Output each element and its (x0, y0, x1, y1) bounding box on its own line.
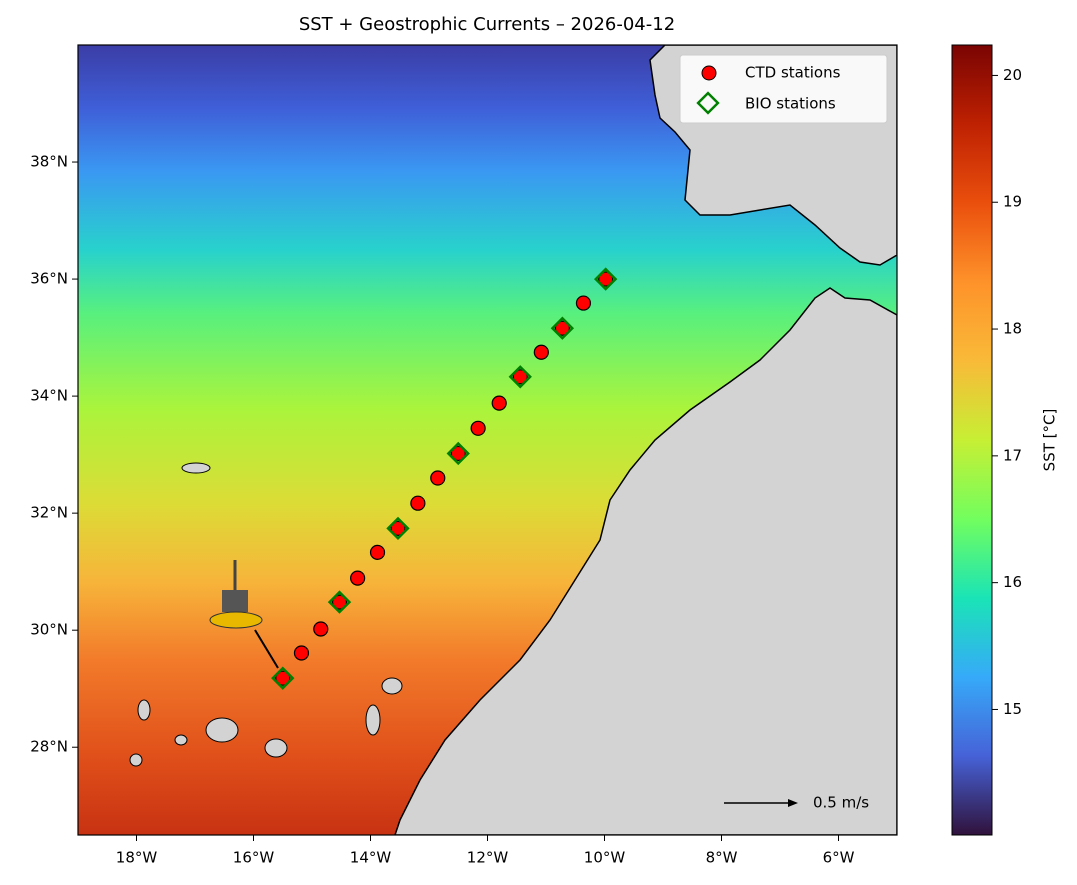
ctd-station (533, 344, 549, 360)
x-tick-label: 14°W (350, 849, 392, 867)
x-tick-label: 10°W (584, 849, 626, 867)
ctd-station (598, 271, 614, 287)
x-tick-label: 8°W (706, 849, 738, 867)
y-tick-label: 36°N (30, 270, 68, 288)
ctd-station (293, 645, 310, 661)
y-tick-label: 28°N (30, 738, 68, 756)
x-tick-label: 6°W (823, 849, 855, 867)
ctd-station (390, 520, 406, 536)
colorbar-tick-label: 18 (1003, 320, 1022, 338)
quiver-key-label: 0.5 m/s (813, 794, 869, 812)
y-tick-label: 34°N (30, 387, 68, 405)
island (137, 699, 151, 721)
ctd-station (410, 495, 426, 511)
ctd-station (275, 670, 291, 686)
bio-station (550, 316, 575, 340)
bio-station (327, 590, 352, 614)
bio-station (271, 666, 295, 690)
ctd-station (575, 295, 592, 311)
colorbar-tick-label: 19 (1003, 193, 1022, 211)
colorbar (951, 44, 993, 836)
colorbar-label: SST [°C] (1041, 409, 1059, 472)
bio-station (508, 365, 532, 389)
bio-station (594, 267, 618, 291)
bio-station (386, 516, 410, 541)
bio-station (446, 441, 470, 466)
chart-title: SST + Geostrophic Currents – 2026-04-12 (299, 14, 675, 35)
legend-label: CTD stations (745, 64, 841, 82)
island (174, 734, 188, 746)
y-tick-label: 32°N (30, 504, 68, 522)
ctd-station (470, 420, 486, 436)
y-tick-label: 38°N (30, 153, 68, 171)
x-tick-label: 16°W (233, 849, 275, 867)
y-tick-label: 30°N (30, 621, 68, 639)
colorbar-tick-label: 15 (1003, 700, 1022, 718)
island (381, 677, 403, 695)
quiver-key-arrow (788, 799, 798, 807)
ctd-station (430, 470, 446, 486)
island (264, 738, 288, 758)
island (205, 717, 239, 743)
colorbar-tick-label: 16 (1003, 573, 1022, 591)
legend: CTD stations BIO stations (679, 54, 888, 124)
ctd-station (313, 621, 329, 637)
island (129, 753, 143, 767)
map-area (78, 45, 897, 835)
ctd-station (554, 320, 570, 336)
colorbar-tick-label: 17 (1003, 446, 1022, 464)
ctd-station (350, 570, 366, 586)
x-tick-label: 12°W (467, 849, 509, 867)
island (181, 462, 211, 474)
legend-marker (696, 91, 720, 115)
island (365, 704, 381, 736)
legend-box (679, 54, 888, 124)
ctd-station (369, 544, 386, 560)
legend-marker (701, 65, 717, 81)
ctd-station (450, 445, 466, 462)
ctd-station (331, 594, 348, 610)
ctd-station (512, 369, 528, 385)
colorbar-tick-label: 20 (1003, 66, 1022, 84)
land-africa (394, 287, 897, 835)
ctd-station (491, 395, 507, 411)
legend-label: BIO stations (745, 95, 836, 113)
x-tick-label: 18°W (116, 849, 158, 867)
buoy-icon (209, 560, 279, 669)
